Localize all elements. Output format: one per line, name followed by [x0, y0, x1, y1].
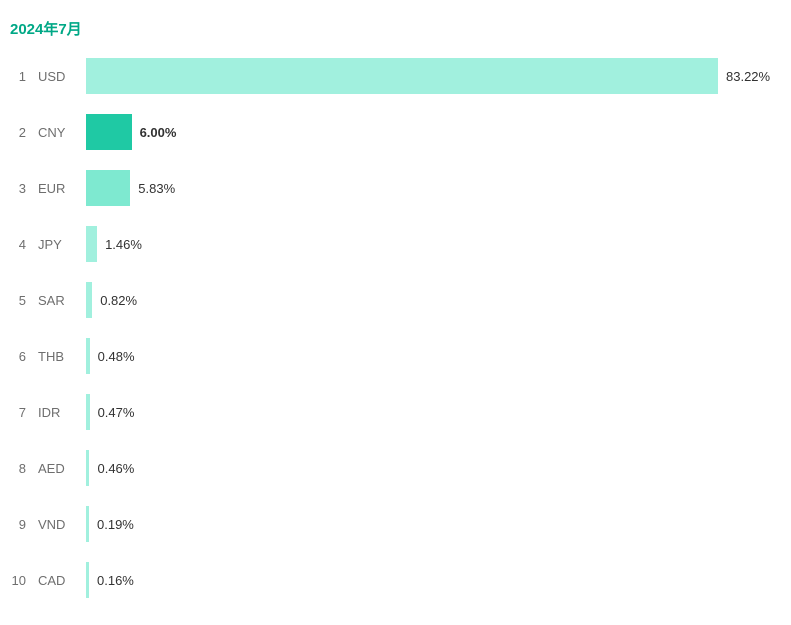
rank-label: 4: [0, 237, 32, 252]
rank-label: 10: [0, 573, 32, 588]
bar-row: 8AED 0.46%: [0, 440, 791, 496]
bar-track: 83.22%: [86, 58, 786, 94]
currency-code: THB: [32, 349, 86, 364]
bar-track: 6.00%: [86, 114, 786, 150]
currency-code: EUR: [32, 181, 86, 196]
bar-track: 1.46%: [86, 226, 786, 262]
bar: [86, 338, 90, 374]
rank-label: 3: [0, 181, 32, 196]
currency-code: CAD: [32, 573, 86, 588]
bar-row: 1USD 83.22%: [0, 48, 791, 104]
bar-chart: 1USD 83.22% 2CNY 6.00% 3EUR 5.83% 4JPY 1.46% 5SA…: [0, 48, 791, 608]
value-label: 1.46%: [105, 237, 142, 252]
rank-label: 6: [0, 349, 32, 364]
bar-row: 10CAD 0.16%: [0, 552, 791, 608]
rank-label: 9: [0, 517, 32, 532]
currency-code: CNY: [32, 125, 86, 140]
bar-track: 0.19%: [86, 506, 786, 542]
bar: [86, 170, 130, 206]
currency-code: VND: [32, 517, 86, 532]
rank-label: 1: [0, 69, 32, 84]
value-label: 0.48%: [98, 349, 135, 364]
value-label: 0.19%: [97, 517, 134, 532]
bar-track: 0.47%: [86, 394, 786, 430]
bar-row: 2CNY 6.00%: [0, 104, 791, 160]
rank-label: 2: [0, 125, 32, 140]
value-label: 83.22%: [726, 69, 770, 84]
value-label: 0.47%: [98, 405, 135, 420]
bar: [86, 506, 89, 542]
bar: [86, 226, 97, 262]
value-label: 0.46%: [97, 461, 134, 476]
value-label: 5.83%: [138, 181, 175, 196]
bar: [86, 562, 89, 598]
bar-track: 0.46%: [86, 450, 786, 486]
bar: [86, 114, 132, 150]
currency-code: USD: [32, 69, 86, 84]
bar-row: 9VND 0.19%: [0, 496, 791, 552]
currency-code: SAR: [32, 293, 86, 308]
bar-row: 4JPY 1.46%: [0, 216, 791, 272]
value-label: 0.16%: [97, 573, 134, 588]
bar-track: 5.83%: [86, 170, 786, 206]
currency-code: IDR: [32, 405, 86, 420]
currency-code: AED: [32, 461, 86, 476]
bar-track: 0.16%: [86, 562, 786, 598]
bar-row: 3EUR 5.83%: [0, 160, 791, 216]
bar-row: 6THB 0.48%: [0, 328, 791, 384]
bar-track: 0.48%: [86, 338, 786, 374]
rank-label: 7: [0, 405, 32, 420]
bar-track: 0.82%: [86, 282, 786, 318]
value-label: 6.00%: [140, 125, 177, 140]
bar-row: 5SAR 0.82%: [0, 272, 791, 328]
bar-row: 7IDR 0.47%: [0, 384, 791, 440]
bar: [86, 450, 89, 486]
bar: [86, 282, 92, 318]
rank-label: 8: [0, 461, 32, 476]
bar: [86, 394, 90, 430]
rank-label: 5: [0, 293, 32, 308]
value-label: 0.82%: [100, 293, 137, 308]
currency-code: JPY: [32, 237, 86, 252]
bar: [86, 58, 718, 94]
chart-title: 2024年7月: [10, 18, 82, 39]
